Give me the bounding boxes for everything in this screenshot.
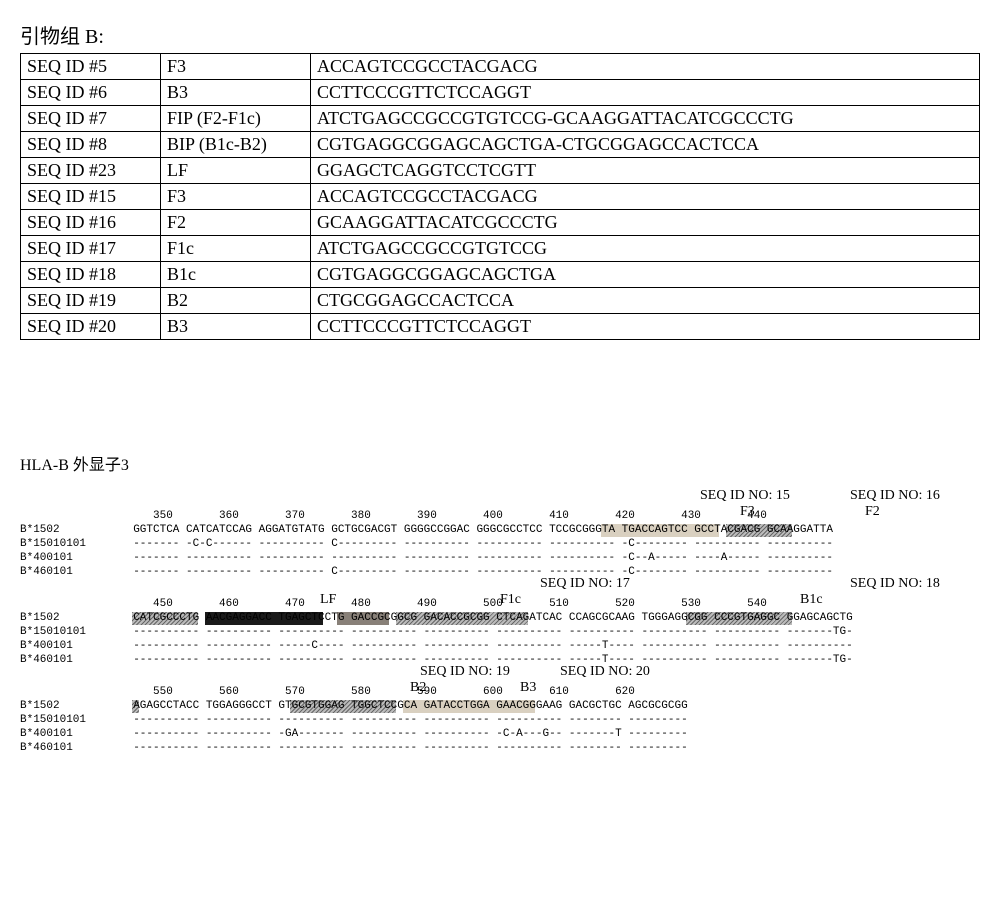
sequence-text: ---------- ---------- ---------- -------… <box>120 742 688 754</box>
table-cell: ACCAGTCCGCCTACGACG <box>311 54 980 80</box>
sequence-row: B*15010101 ---------- ---------- -------… <box>20 714 980 728</box>
table-cell: F3 <box>161 54 311 80</box>
sequence-text: AGAGCCTACC TGGAGGGCCT GTGCGTGGAG TGGCTCC… <box>120 700 688 712</box>
table-cell: B3 <box>161 314 311 340</box>
table-row: SEQ ID #23LFGGAGCTCAGGTCCTCGTT <box>21 158 980 184</box>
position-ruler: 450 460 470 480 490 500 510 520 530 540 <box>20 598 980 612</box>
table-cell: SEQ ID #15 <box>21 184 161 210</box>
sequence-row: B*460101 ---------- ---------- ---------… <box>20 742 980 756</box>
sequence-text: ---------- ---------- -----C---- -------… <box>120 640 853 652</box>
table-row: SEQ ID #20B3CCTTCCCGTTCTCCAGGT <box>21 314 980 340</box>
table-cell: CCTTCCCGTTCTCCAGGT <box>311 314 980 340</box>
sequence-text: ------- -C-C------ ---------- C---------… <box>120 538 833 550</box>
sequence-text: GGTCTCA CATCATCCAG AGGATGTATG GCTGCGACGT… <box>120 524 833 536</box>
table-cell: BIP (B1c-B2) <box>161 132 311 158</box>
sequence-text: ---------- ---------- ---------- -------… <box>120 714 688 726</box>
table-cell: SEQ ID #18 <box>21 262 161 288</box>
allele-name: B*1502 <box>20 612 120 625</box>
table-cell: GGAGCTCAGGTCCTCGTT <box>311 158 980 184</box>
position-ruler: 350 360 370 380 390 400 410 420 430 440 <box>20 510 980 524</box>
table-cell: CTGCGGAGCCACTCCA <box>311 288 980 314</box>
alignment-section: SEQ ID NO: 15SEQ ID NO: 16F3F2 350 360 3… <box>20 510 980 580</box>
table-cell: ATCTGAGCCGCCGTGTCCG <box>311 236 980 262</box>
sequence-row: B*400101 ---------- ---------- -GA------… <box>20 728 980 742</box>
primer-annotation: SEQ ID NO: 17 <box>540 576 630 593</box>
allele-name: B*1502 <box>20 700 120 713</box>
alignment-block: HLA-B 外显子3 SEQ ID NO: 15SEQ ID NO: 16F3F… <box>20 430 980 787</box>
sequence-row: B*400101 ------- ---------- ---------- -… <box>20 552 980 566</box>
table-cell: SEQ ID #7 <box>21 106 161 132</box>
sequence-text: CATCGCCCTG AACGAGGACC TGAGCTCCTG GACCGCG… <box>120 612 853 624</box>
table-row: SEQ ID #8BIP (B1c-B2)CGTGAGGCGGAGCAGCTGA… <box>21 132 980 158</box>
table-cell: F3 <box>161 184 311 210</box>
table-cell: SEQ ID #5 <box>21 54 161 80</box>
allele-name: B*400101 <box>20 728 120 741</box>
table-cell: B3 <box>161 80 311 106</box>
allele-name: B*400101 <box>20 552 120 565</box>
sequence-row: B*1502 CATCGCCCTG AACGAGGACC TGAGCTCCTG … <box>20 612 980 626</box>
sequence-text: ---------- ---------- ---------- -------… <box>120 654 853 666</box>
table-cell: SEQ ID #20 <box>21 314 161 340</box>
table-cell: ATCTGAGCCGCCGTGTCCG-GCAAGGATTACATCGCCCTG <box>311 106 980 132</box>
primer-annotation: SEQ ID NO: 19 <box>420 664 510 681</box>
table-cell: CGTGAGGCGGAGCAGCTGA <box>311 262 980 288</box>
page-title: 引物组 B: <box>20 20 980 49</box>
table-row: SEQ ID #6B3CCTTCCCGTTCTCCAGGT <box>21 80 980 106</box>
table-row: SEQ ID #19B2CTGCGGAGCCACTCCA <box>21 288 980 314</box>
table-cell: SEQ ID #6 <box>21 80 161 106</box>
sequence-row: B*460101 ---------- ---------- ---------… <box>20 654 980 668</box>
sequence-text: ---------- ---------- ---------- -------… <box>120 626 853 638</box>
sequence-row: B*1502 AGAGCCTACC TGGAGGGCCT GTGCGTGGAG … <box>20 700 980 714</box>
table-row: SEQ ID #7FIP (F2-F1c)ATCTGAGCCGCCGTGTCCG… <box>21 106 980 132</box>
table-row: SEQ ID #15F3ACCAGTCCGCCTACGACG <box>21 184 980 210</box>
sequence-row: B*1502 GGTCTCA CATCATCCAG AGGATGTATG GCT… <box>20 524 980 538</box>
table-cell: FIP (F2-F1c) <box>161 106 311 132</box>
sequence-row: B*15010101 ---------- ---------- -------… <box>20 626 980 640</box>
table-cell: ACCAGTCCGCCTACGACG <box>311 184 980 210</box>
primer-annotation: SEQ ID NO: 18 <box>850 576 940 593</box>
table-cell: B2 <box>161 288 311 314</box>
primer-annotation: SEQ ID NO: 20 <box>560 664 650 681</box>
sequence-row: B*400101 ---------- ---------- -----C---… <box>20 640 980 654</box>
allele-name: B*460101 <box>20 742 120 755</box>
table-cell: F1c <box>161 236 311 262</box>
allele-name: B*15010101 <box>20 538 120 551</box>
table-cell: CCTTCCCGTTCTCCAGGT <box>311 80 980 106</box>
table-cell: SEQ ID #19 <box>21 288 161 314</box>
table-cell: GCAAGGATTACATCGCCCTG <box>311 210 980 236</box>
allele-name: B*15010101 <box>20 626 120 639</box>
position-ruler: 550 560 570 580 590 600 610 620 <box>20 686 980 700</box>
table-cell: SEQ ID #8 <box>21 132 161 158</box>
primer-annotation: SEQ ID NO: 15 <box>700 488 790 505</box>
primer-annotation: SEQ ID NO: 16 <box>850 488 940 505</box>
sequence-row: B*460101 ------- ---------- ---------- C… <box>20 566 980 580</box>
table-row: SEQ ID #5F3ACCAGTCCGCCTACGACG <box>21 54 980 80</box>
allele-name: B*400101 <box>20 640 120 653</box>
allele-name: B*15010101 <box>20 714 120 727</box>
primer-table: SEQ ID #5F3ACCAGTCCGCCTACGACGSEQ ID #6B3… <box>20 53 980 340</box>
sequence-text: ---------- ---------- -GA------- -------… <box>120 728 688 740</box>
sequence-text: ------- ---------- ---------- ----------… <box>120 552 833 564</box>
alignment-section: LFF1cSEQ ID NO: 17B1cSEQ ID NO: 18 450 4… <box>20 598 980 668</box>
sequence-row: B*15010101 ------- -C-C------ ----------… <box>20 538 980 552</box>
allele-name: B*1502 <box>20 524 120 537</box>
alignment-section: B2SEQ ID NO: 19B3SEQ ID NO: 20 550 560 5… <box>20 686 980 756</box>
table-row: SEQ ID #17F1cATCTGAGCCGCCGTGTCCG <box>21 236 980 262</box>
table-cell: SEQ ID #23 <box>21 158 161 184</box>
table-cell: SEQ ID #17 <box>21 236 161 262</box>
table-cell: B1c <box>161 262 311 288</box>
allele-name: B*460101 <box>20 566 120 579</box>
table-cell: CGTGAGGCGGAGCAGCTGA-CTGCGGAGCCACTCCA <box>311 132 980 158</box>
table-row: SEQ ID #16F2GCAAGGATTACATCGCCCTG <box>21 210 980 236</box>
table-row: SEQ ID #18B1cCGTGAGGCGGAGCAGCTGA <box>21 262 980 288</box>
table-cell: SEQ ID #16 <box>21 210 161 236</box>
alignment-header: HLA-B 外显子3 <box>20 456 980 475</box>
sequence-text: ------- ---------- ---------- C---------… <box>120 566 833 578</box>
table-cell: F2 <box>161 210 311 236</box>
table-cell: LF <box>161 158 311 184</box>
allele-name: B*460101 <box>20 654 120 667</box>
